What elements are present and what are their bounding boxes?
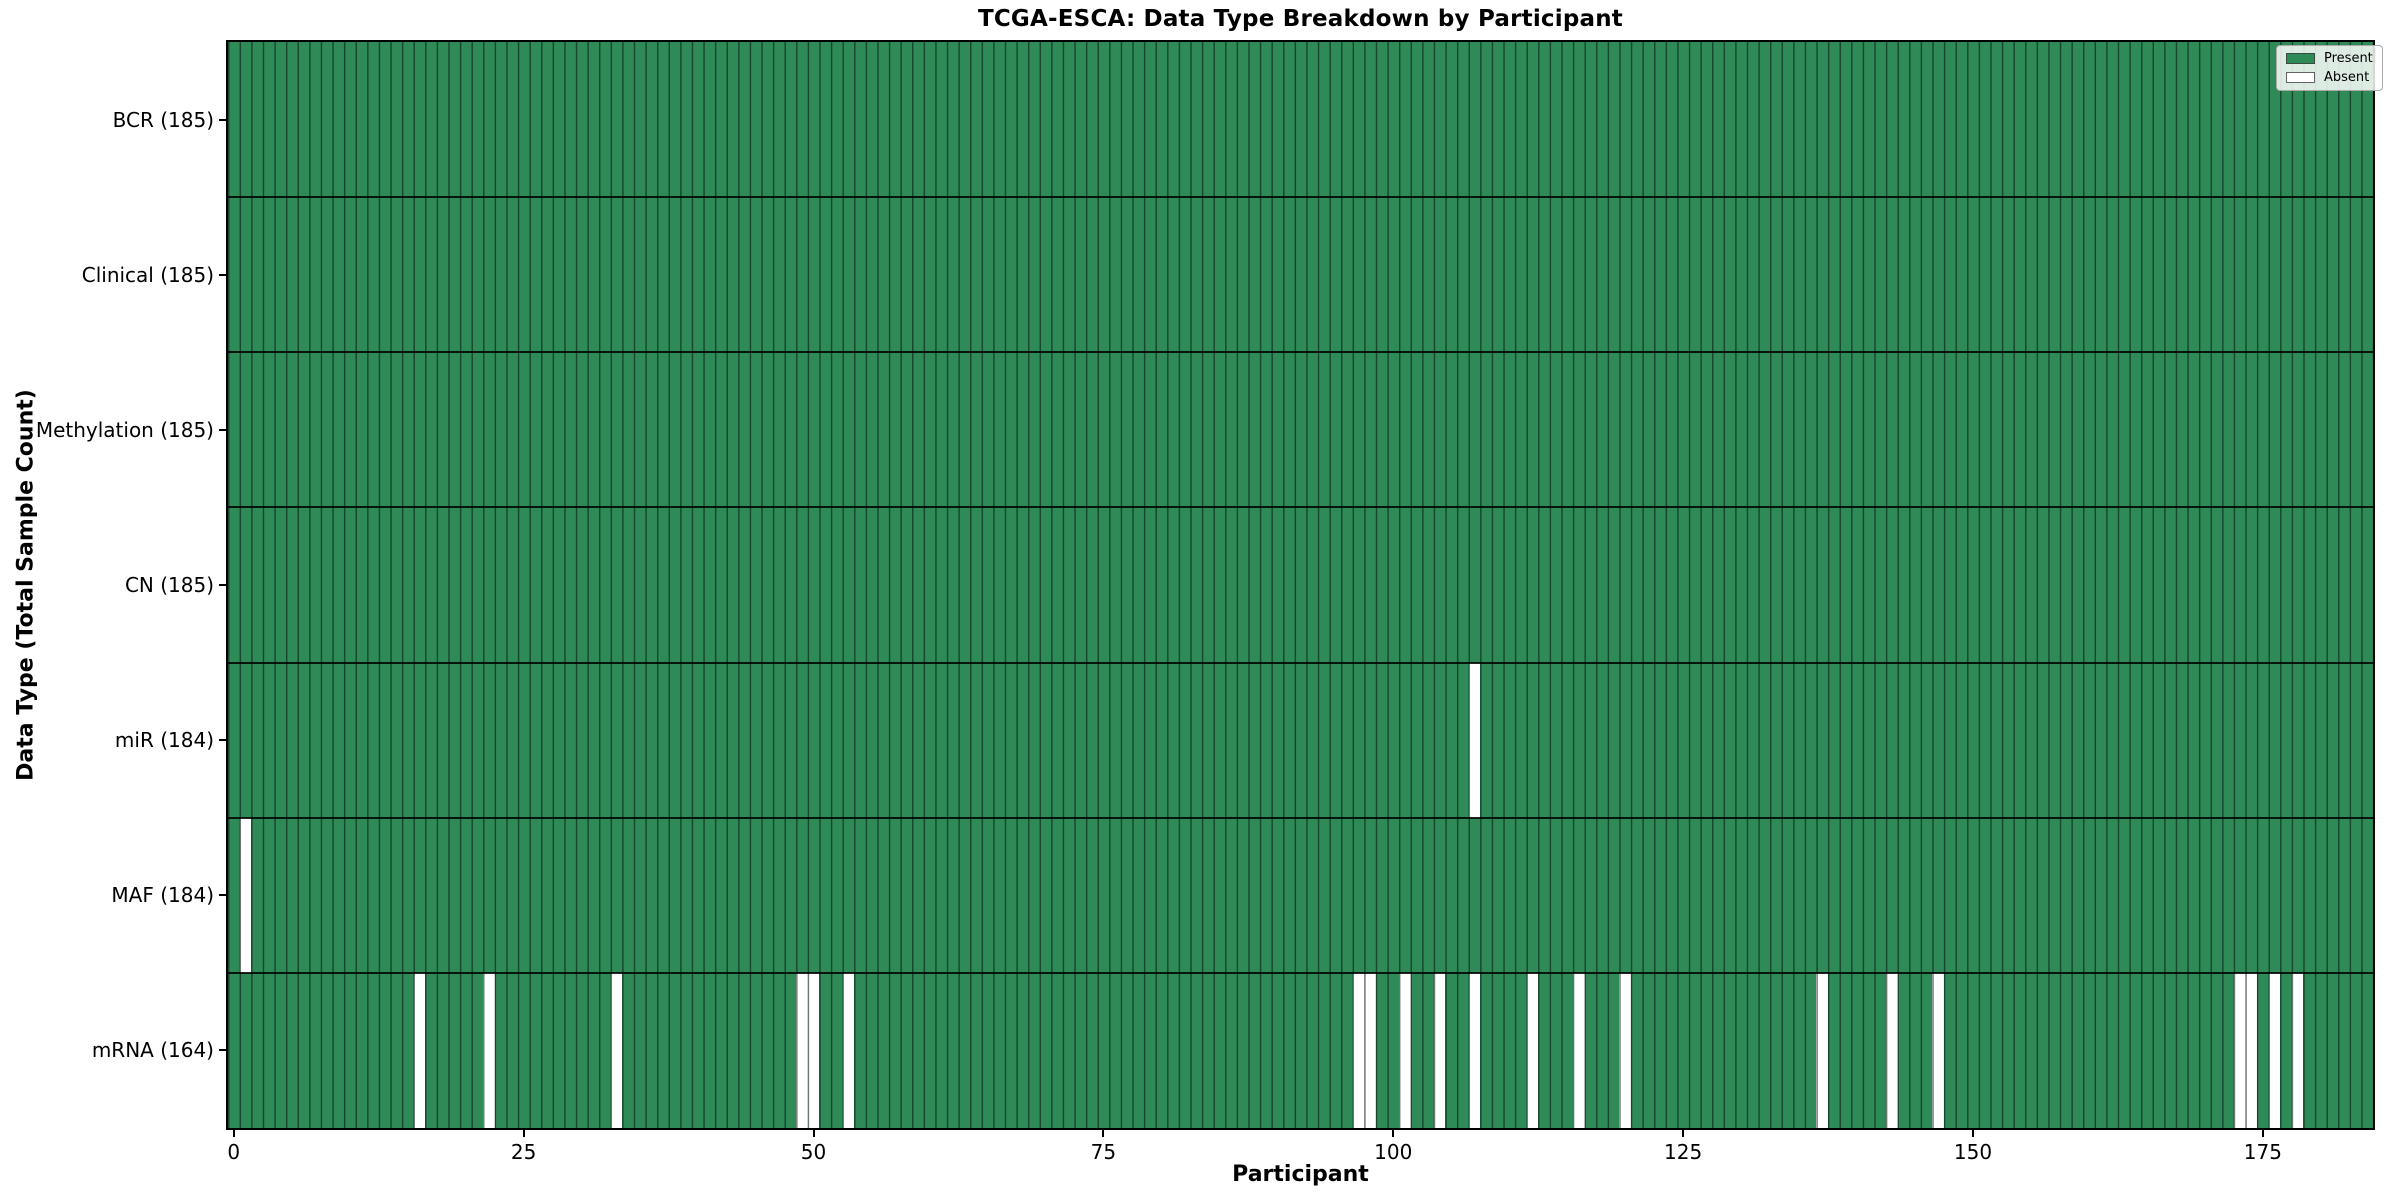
absent-cell — [1572, 972, 1585, 1128]
heatmap-row-methylation — [228, 352, 2373, 508]
absent-cell — [1364, 972, 1376, 1128]
x-tick-label: 150 — [1953, 1140, 1993, 1164]
absent-cell — [2245, 972, 2258, 1128]
absent-cell — [842, 972, 855, 1128]
absent-cell — [610, 972, 623, 1128]
absent-cell — [1526, 972, 1539, 1128]
x-tick-mark — [1682, 1128, 1685, 1137]
x-tick-mark — [232, 1128, 235, 1137]
x-tick-mark — [1102, 1128, 1105, 1137]
row-boundary-line — [228, 351, 2373, 354]
x-axis-label: Participant — [1232, 1162, 1369, 1187]
y-tick-mark — [219, 118, 228, 121]
legend-entry-present: Present — [2286, 52, 2373, 65]
absent-cell — [413, 972, 426, 1128]
x-tick-mark — [1971, 1128, 1974, 1137]
x-tick-label: 75 — [1090, 1140, 1117, 1164]
legend: Present Absent — [2276, 45, 2383, 91]
absent-cell — [239, 817, 252, 973]
x-tick-label: 25 — [510, 1140, 537, 1164]
absent-cell — [1433, 972, 1446, 1128]
heatmap-row-bcr — [228, 42, 2373, 198]
absent-cell — [1886, 972, 1898, 1128]
absent-cell — [796, 972, 808, 1128]
x-tick-mark — [522, 1128, 525, 1137]
absent-cell — [1932, 972, 1944, 1128]
absent-cell — [483, 972, 495, 1128]
absent-cell — [2291, 972, 2304, 1128]
row-boundary-line — [228, 971, 2373, 974]
y-tick-mark — [219, 894, 228, 897]
row-boundary-line — [228, 816, 2373, 819]
legend-swatch-present — [2286, 53, 2315, 64]
heatmap-row-cn — [228, 507, 2373, 663]
heatmap-row-mir — [228, 662, 2373, 818]
y-tick-label: MAF (184) — [111, 883, 214, 908]
absent-cell — [1352, 972, 1365, 1128]
absent-cell — [1468, 972, 1481, 1128]
y-tick-label: miR (184) — [114, 728, 214, 753]
x-tick-label: 100 — [1374, 1140, 1413, 1164]
x-tick-mark — [812, 1128, 815, 1137]
y-tick-label: BCR (185) — [112, 107, 214, 132]
y-tick-mark — [219, 273, 228, 276]
absent-cell — [2268, 972, 2281, 1128]
x-tick-label: 0 — [227, 1140, 241, 1164]
y-tick-label: mRNA (164) — [91, 1038, 214, 1063]
absent-cell — [1399, 972, 1411, 1128]
plot-area — [228, 42, 2373, 1128]
absent-cell — [1619, 972, 1631, 1128]
y-tick-mark — [219, 584, 228, 586]
y-tick-mark — [219, 428, 228, 431]
row-boundary-line — [228, 506, 2373, 509]
x-tick-label: 175 — [2243, 1140, 2282, 1164]
heatmap-row-clinical — [228, 197, 2373, 353]
absent-cell — [1468, 662, 1481, 818]
legend-swatch-absent — [2286, 72, 2315, 83]
y-tick-mark — [219, 739, 228, 742]
x-tick-label: 125 — [1664, 1140, 1703, 1164]
y-tick-mark — [219, 1049, 228, 1052]
row-boundary-line — [228, 196, 2373, 199]
row-boundary-line — [228, 661, 2373, 664]
legend-label: Present — [2324, 51, 2373, 66]
y-tick-label: Clinical (185) — [81, 262, 214, 287]
y-tick-label: Methylation (185) — [35, 417, 214, 442]
heatmap-row-maf — [228, 817, 2373, 973]
x-tick-mark — [1392, 1128, 1395, 1137]
x-tick-label: 50 — [800, 1140, 827, 1164]
absent-cell — [1816, 972, 1829, 1128]
legend-label: Absent — [2324, 70, 2370, 85]
heatmap-row-mrna — [228, 972, 2373, 1128]
absent-cell — [2233, 972, 2246, 1128]
legend-entry-absent: Absent — [2286, 71, 2373, 84]
y-tick-label: CN (185) — [124, 573, 214, 597]
x-tick-mark — [2261, 1128, 2264, 1137]
absent-cell — [807, 972, 820, 1128]
chart-title: TCGA-ESCA: Data Type Breakdown by Partic… — [977, 6, 1624, 32]
